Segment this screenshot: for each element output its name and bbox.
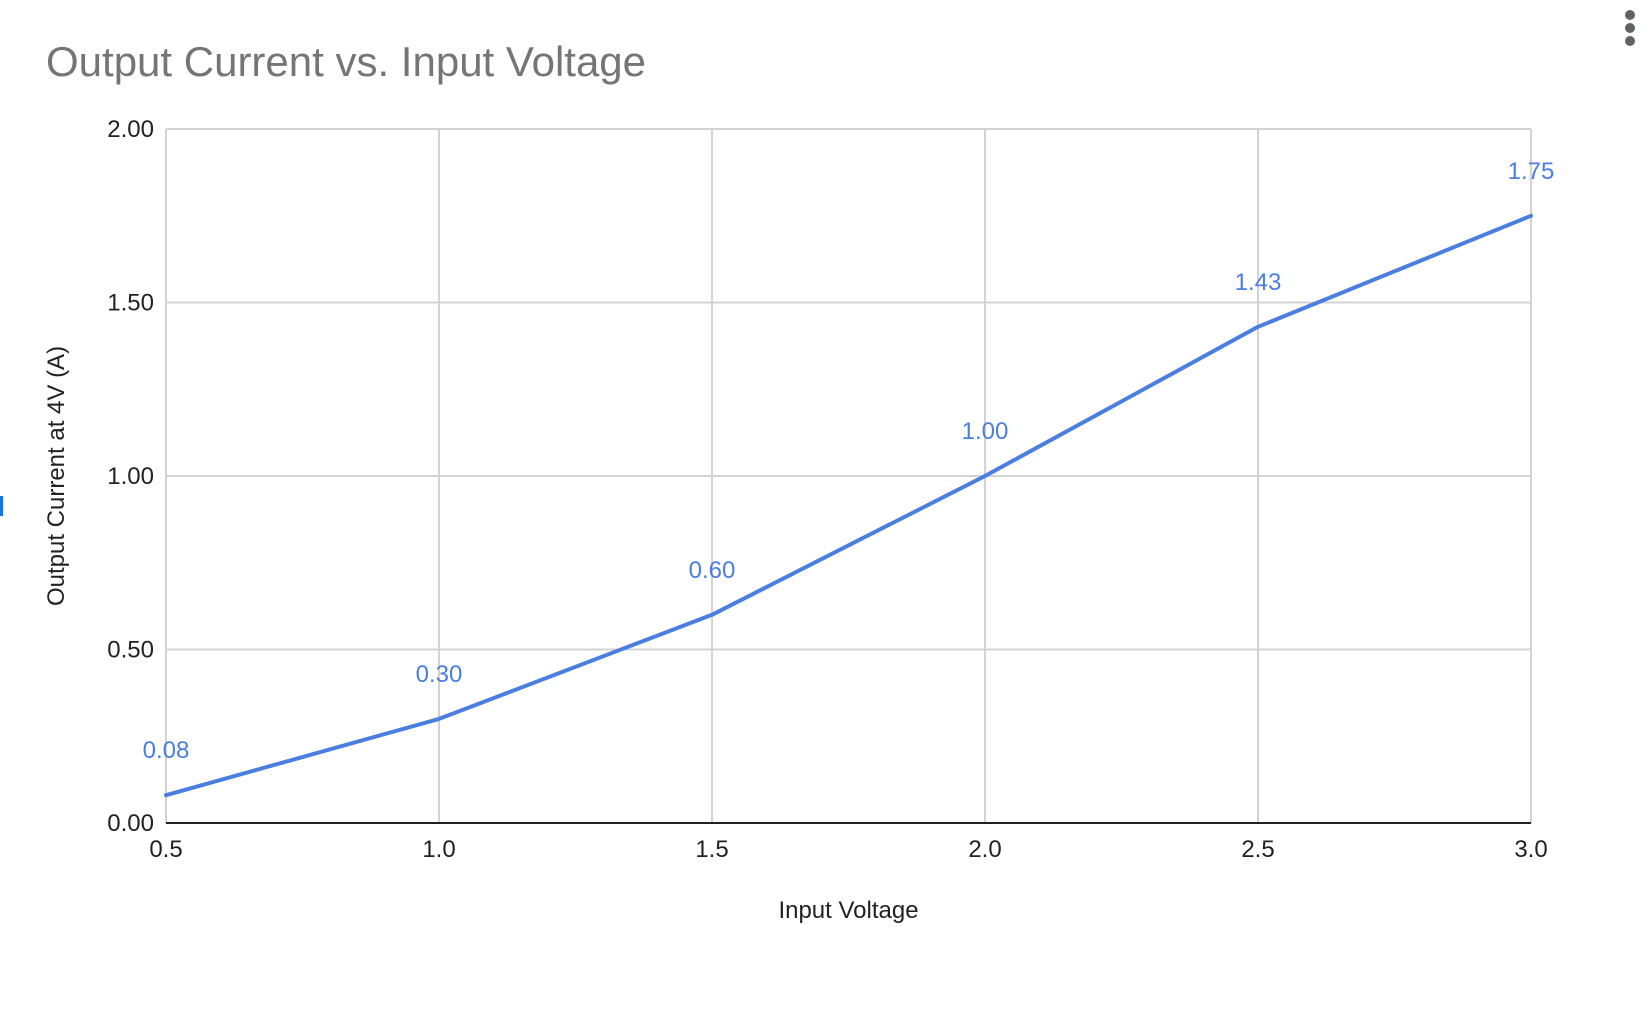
y-tick-label: 0.00 xyxy=(107,810,154,837)
y-tick-label: 2.00 xyxy=(107,116,154,143)
x-tick-label: 2.5 xyxy=(1241,836,1274,863)
y-tick-label: 1.00 xyxy=(107,463,154,490)
menu-dot xyxy=(1625,23,1635,33)
more-vert-icon[interactable] xyxy=(1618,8,1642,48)
axes: 0.00 0.50 1.00 1.50 2.00 0.5 1.0 1.5 2.0 2.5 3.0 xyxy=(107,116,1547,863)
data-label: 1.43 xyxy=(1235,269,1282,296)
menu-dot xyxy=(1625,36,1635,46)
data-label: 1.75 xyxy=(1508,158,1555,185)
x-tick-label: 1.5 xyxy=(695,836,728,863)
x-tick-label: 2.0 xyxy=(968,836,1001,863)
data-label: 0.08 xyxy=(143,737,190,764)
chart-title: Output Current vs. Input Voltage xyxy=(46,38,647,85)
y-tick-label: 1.50 xyxy=(107,290,154,317)
x-tick-label: 3.0 xyxy=(1514,836,1547,863)
gridlines xyxy=(165,128,1532,823)
y-tick-label: 0.50 xyxy=(107,637,154,664)
selection-edge-marker xyxy=(0,496,3,516)
x-axis-title: Input Voltage xyxy=(778,897,918,924)
y-axis-title: Output Current at 4V (A) xyxy=(43,346,70,606)
x-tick-label: 1.0 xyxy=(422,836,455,863)
menu-dot xyxy=(1625,10,1635,20)
data-label: 0.60 xyxy=(689,557,736,584)
x-tick-label: 0.5 xyxy=(149,836,182,863)
data-label: 0.30 xyxy=(416,661,463,688)
series xyxy=(164,213,1533,798)
data-labels: 0.08 0.30 0.60 1.00 1.43 1.75 xyxy=(143,158,1555,764)
data-label: 1.00 xyxy=(962,418,1009,445)
series-line xyxy=(164,213,1533,798)
